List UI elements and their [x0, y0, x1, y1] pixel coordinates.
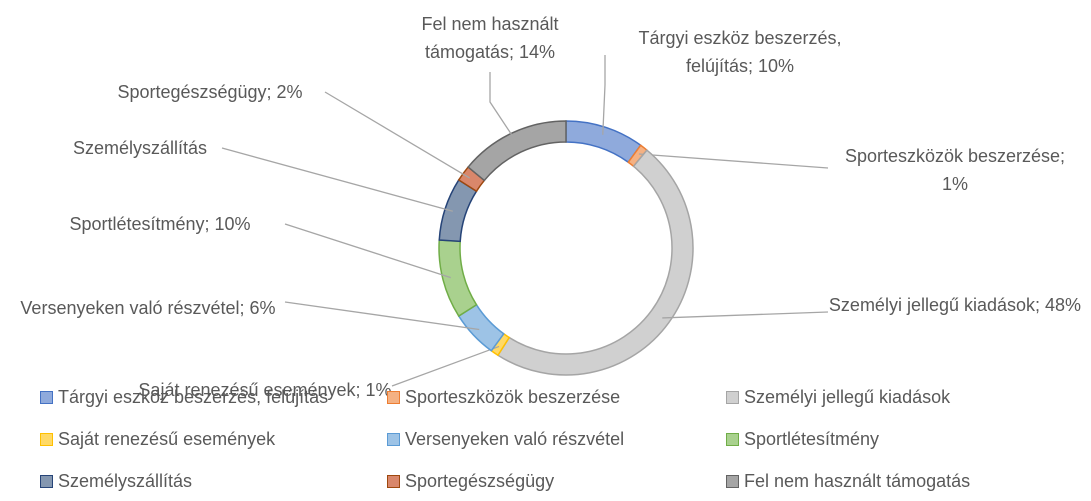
doughnut-slice	[438, 239, 478, 318]
leader-line	[284, 301, 480, 331]
leader-line	[489, 72, 516, 141]
legend-swatch	[40, 391, 53, 404]
doughnut-slice	[496, 149, 694, 376]
data-label: Sportegészségügy; 2%	[117, 82, 303, 102]
data-label: Személyi jellegű kiadások; 48%	[828, 295, 1082, 315]
legend-swatch	[387, 475, 400, 488]
data-label: Személyszállítás	[72, 138, 208, 158]
leader-line	[221, 147, 453, 212]
data-label: Versenyeken való részvétel; 6%	[20, 298, 276, 318]
legend-label: Versenyeken való részvétel	[405, 429, 625, 449]
legend-swatch	[726, 391, 739, 404]
legend-swatch	[387, 391, 400, 404]
legend-label: Tárgyi eszköz beszerzés, felújítás	[58, 387, 329, 407]
leader-line	[602, 55, 606, 135]
data-label: Fel nem használt támogatás; 14%	[421, 14, 559, 62]
legend-swatch	[40, 433, 53, 446]
legend-label: Fel nem használt támogatás	[744, 471, 971, 491]
leader-line	[662, 311, 829, 319]
legend-label: Személyszállítás	[58, 471, 193, 491]
data-label: Sporteszközök beszerzése; 1%	[844, 146, 1066, 194]
legend-swatch	[726, 433, 739, 446]
leader-line	[391, 345, 500, 387]
legend-swatch	[726, 475, 739, 488]
doughnut-slice	[467, 120, 567, 182]
legend-label: Sporteszközök beszerzése	[405, 387, 621, 407]
legend-label: Sportlétesítmény	[744, 429, 880, 449]
data-label: Saját renezésű események; 1%	[138, 380, 392, 400]
leader-line	[638, 153, 829, 169]
leader-line	[284, 223, 451, 279]
data-label: Sportlétesítmény; 10%	[69, 214, 251, 234]
legend-label: Saját renezésű események	[58, 429, 276, 449]
legend-swatch	[387, 433, 400, 446]
data-label: Tárgyi eszköz beszerzés, felújítás; 10%	[638, 28, 842, 76]
legend-label: Sportegészségügy	[405, 471, 555, 491]
leader-line	[324, 91, 471, 179]
legend-swatch	[40, 475, 53, 488]
doughnut-slice	[438, 178, 478, 243]
legend-label: Személyi jellegű kiadások	[744, 387, 951, 407]
